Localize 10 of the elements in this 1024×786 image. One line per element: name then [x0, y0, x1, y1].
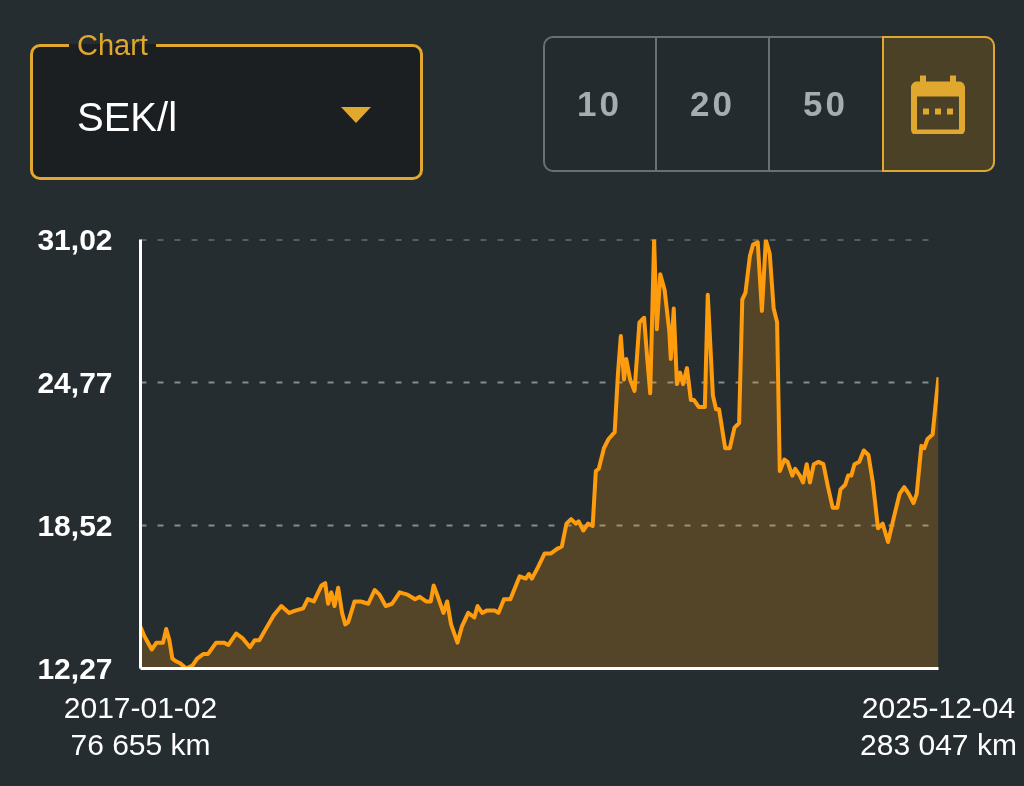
- y-tick-label: 18,52: [37, 508, 113, 542]
- y-tick-label: 24,77: [37, 365, 113, 399]
- x-tick-label: 2017-01-02 76 655 km: [63, 690, 218, 762]
- chart-title: SEK/l: [77, 94, 178, 140]
- x-tick-label: 2025-12-04 283 047 km: [860, 690, 1017, 762]
- y-tick-label: 31,02: [37, 222, 113, 256]
- text: 20: [690, 84, 735, 124]
- text: 10: [577, 84, 622, 124]
- y-tick-label: 12,27: [37, 651, 113, 685]
- text: 50: [803, 84, 848, 124]
